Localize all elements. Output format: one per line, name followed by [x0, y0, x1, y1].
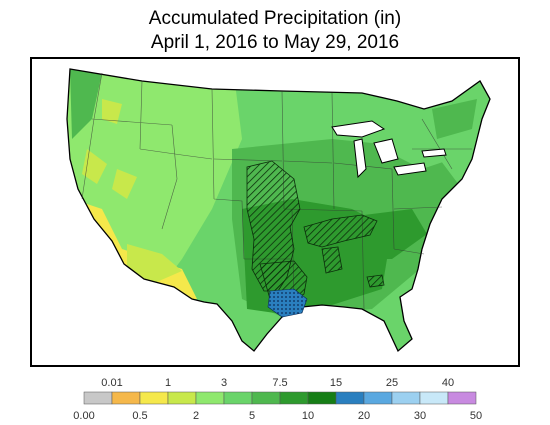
legend-bin-4: [195, 391, 225, 405]
dotted-extreme-totals: [267, 288, 308, 318]
legend-bottom-label: 0.00: [73, 410, 94, 422]
legend-bin-9: [335, 391, 365, 405]
legend-bin-11: [391, 391, 421, 405]
legend-top-label: 40: [442, 377, 454, 389]
legend-bin-13: [447, 391, 477, 405]
legend-bin-8: [307, 391, 337, 405]
legend-bottom-label: 50: [470, 410, 482, 422]
legend-bin-1: [111, 391, 141, 405]
legend-top-label: 7.5: [272, 377, 287, 389]
legend-color-bins: [83, 391, 477, 405]
legend-bin-2: [139, 391, 169, 405]
great-lakes: [331, 120, 447, 179]
legend-top-labels: 0.01 1 3 7.5 15 25 40: [101, 377, 454, 389]
legend-bin-6: [251, 391, 281, 405]
color-legend: 0.01 1 3 7.5 15 25 40 0.00 0.5 2 5 10 20 30 50: [0, 372, 550, 425]
legend-canvas: 0.01 1 3 7.5 15 25 40 0.00 0.5 2 5 10 20 30 50: [73, 377, 482, 422]
legend-bin-5: [223, 391, 253, 405]
map-title: Accumulated Precipitation (in): [148, 8, 402, 29]
legend-bottom-label: 2: [193, 410, 199, 422]
legend-bin-0: [83, 391, 113, 405]
legend-bottom-label: 10: [302, 410, 314, 422]
legend-bin-12: [419, 391, 449, 405]
legend-bottom-labels: 0.00 0.5 2 5 10 20 30 50: [73, 410, 482, 422]
legend-bin-3: [167, 391, 197, 405]
legend-bin-10: [363, 391, 393, 405]
legend-bottom-label: 30: [414, 410, 426, 422]
map-canvas: [66, 68, 491, 353]
legend-bottom-label: 0.5: [132, 410, 147, 422]
legend-bottom-label: 20: [358, 410, 370, 422]
legend-bottom-label: 5: [249, 410, 255, 422]
legend-top-label: 3: [221, 377, 227, 389]
legend-top-label: 15: [330, 377, 342, 389]
legend-top-label: 25: [386, 377, 398, 389]
legend-top-label: 0.01: [101, 377, 122, 389]
precipitation-map: [30, 57, 520, 367]
map-subtitle: April 1, 2016 to May 29, 2016: [150, 32, 400, 53]
legend-top-label: 1: [165, 377, 171, 389]
legend-bin-7: [279, 391, 309, 405]
